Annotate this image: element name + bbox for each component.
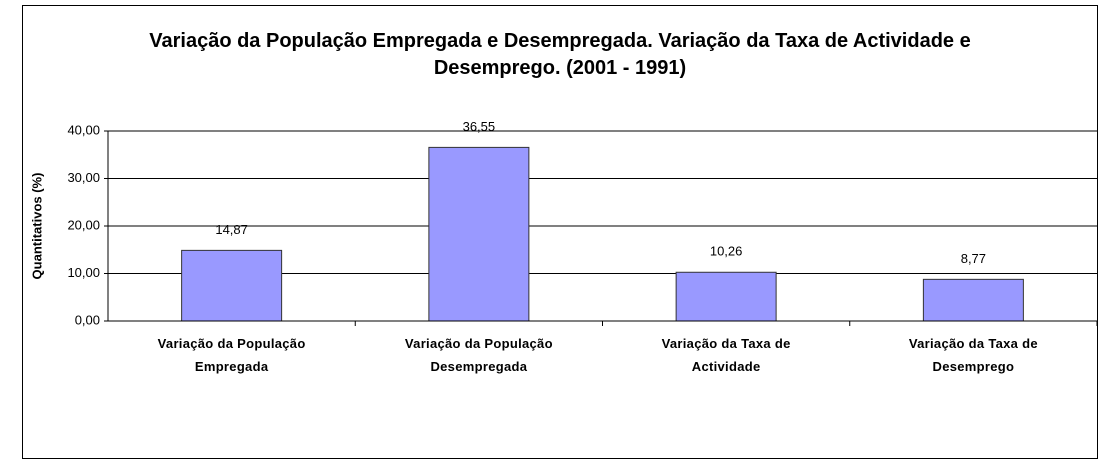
x-tick-label: Variação da Taxa de Actividade [661,336,791,374]
y-tick-label: 30,00 [67,170,100,185]
value-label: 10,26 [710,244,743,259]
bar [675,271,777,322]
y-tick-label: 0,00 [75,312,100,327]
x-tick-label: Variação da População Empregada [157,336,306,374]
x-tick-label: Variação da Taxa de Desemprego [908,336,1038,374]
value-label: 8,77 [961,251,986,266]
y-tick-label: 10,00 [67,265,100,280]
y-tick-label: 40,00 [67,122,100,137]
bar [922,278,1024,322]
y-tick-label: 20,00 [67,217,100,232]
bar [181,249,283,322]
value-label: 36,55 [463,119,496,134]
bar [428,146,530,322]
x-tick-label: Variação da População Desempregada [404,336,553,374]
y-axis-label: Quantitativos (%) [29,173,44,280]
value-label: 14,87 [215,222,248,237]
chart-title: Variação da População Empregada e Desemp… [149,30,971,79]
